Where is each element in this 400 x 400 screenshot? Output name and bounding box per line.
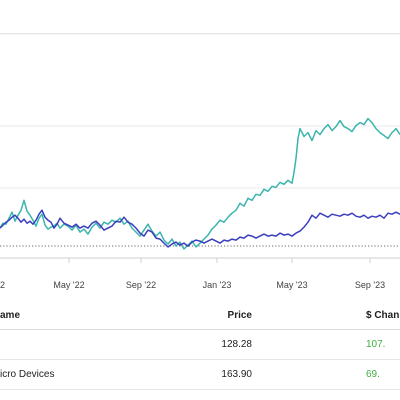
x-tick-label: 2 xyxy=(0,280,5,290)
row-name: icro Devices xyxy=(0,368,55,380)
table-row[interactable]: 128.28 107. xyxy=(0,329,400,360)
x-tick-label: Sep '22 xyxy=(126,280,156,290)
row-change: 107. xyxy=(366,338,386,350)
price-chart[interactable]: 2 May '22 Sep '22 Jan '23 May '23 Sep '23 xyxy=(0,0,400,300)
x-tick-label: Sep '23 xyxy=(355,280,385,290)
table-row[interactable]: icro Devices 163.90 69. xyxy=(0,359,400,390)
row-price: 163.90 xyxy=(221,368,252,380)
table-header-row: ame Price $ Chan xyxy=(0,301,400,330)
column-header-change[interactable]: $ Chan xyxy=(366,309,400,321)
series-line-1 xyxy=(0,117,400,250)
x-tick-label: Jan '23 xyxy=(203,280,232,290)
series-line-2 xyxy=(0,209,400,248)
x-axis-ticks: 2 May '22 Sep '22 Jan '23 May '23 Sep '23 xyxy=(0,280,385,290)
row-price: 128.28 xyxy=(221,338,252,350)
row-change: 69. xyxy=(366,368,380,380)
column-header-name[interactable]: ame xyxy=(0,309,21,321)
chart-grid xyxy=(0,33,400,263)
series-layer xyxy=(0,117,400,250)
x-tick-label: May '22 xyxy=(53,280,84,290)
x-tick-label: May '23 xyxy=(276,280,307,290)
column-header-price[interactable]: Price xyxy=(227,309,252,321)
